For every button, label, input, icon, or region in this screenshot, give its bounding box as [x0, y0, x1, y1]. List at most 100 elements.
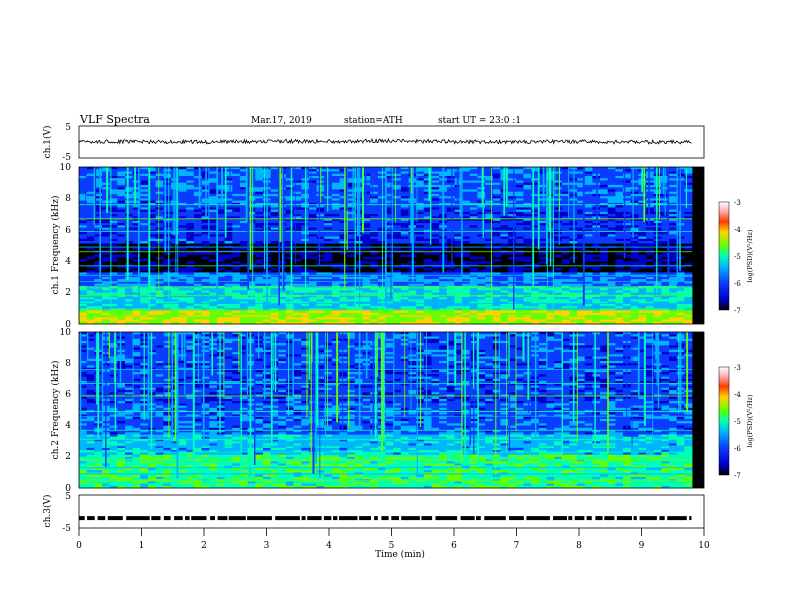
- spectrogram-cell: [362, 189, 371, 192]
- spectrogram-cell: [232, 236, 241, 240]
- spectrogram-cell: [117, 241, 126, 244]
- spectrogram-cell: [615, 198, 624, 201]
- spectrogram-cell: [316, 290, 325, 293]
- spectrogram-cell: [630, 214, 639, 217]
- spectrogram-cell: [630, 241, 639, 244]
- spectrogram-cell: [508, 176, 517, 179]
- spectrogram-cell: [684, 182, 693, 186]
- spectrogram-cell: [102, 288, 111, 291]
- spectrogram-cell: [94, 317, 103, 320]
- spectrogram-cell: [247, 209, 256, 213]
- spectrogram-cell: [684, 306, 693, 309]
- spectrogram-cell: [178, 176, 187, 179]
- spectrogram-cell: [515, 299, 524, 302]
- spectrogram-cell: [469, 211, 478, 215]
- spectrogram-cell: [385, 232, 394, 235]
- spectrogram-cell: [86, 216, 95, 219]
- spectrogram-cell: [485, 218, 494, 222]
- spectrogram-cell: [331, 306, 340, 309]
- spectrogram-cell: [347, 227, 356, 231]
- spectrogram-cell: [109, 193, 118, 197]
- spectrogram-cell: [94, 200, 103, 204]
- spectrogram-cell: [370, 220, 379, 224]
- spectrogram-cell: [109, 225, 118, 228]
- spectrogram-cell: [331, 182, 340, 186]
- spectrogram-cell: [423, 220, 432, 224]
- spectrogram-cell: [684, 285, 693, 289]
- spectrogram-cell: [293, 319, 302, 323]
- spectrogram-cell: [86, 317, 95, 320]
- spectrogram-cell: [339, 205, 348, 208]
- spectrogram-cell: [132, 281, 141, 284]
- spectrogram-cell: [362, 196, 371, 199]
- spectrogram-cell: [393, 241, 402, 244]
- spectrogram-cell: [255, 202, 264, 206]
- spectrogram-cell: [623, 216, 632, 219]
- spectrogram-cell: [592, 303, 601, 307]
- spectrogram-cell: [255, 317, 264, 320]
- spectrogram-cell: [615, 209, 624, 213]
- spectrogram-cell: [239, 290, 248, 293]
- spectrogram-cell: [216, 191, 225, 195]
- spectrogram-cell: [170, 292, 179, 296]
- spectrogram-cell: [324, 256, 333, 260]
- spectrogram-cell: [446, 301, 455, 305]
- spectrogram-cell: [155, 283, 164, 287]
- spectrogram-cell: [508, 182, 517, 186]
- spectrogram-cell: [492, 265, 501, 269]
- spectrogram-cell: [669, 214, 678, 217]
- spectrogram-cell: [446, 288, 455, 291]
- spectrogram-cell: [554, 238, 563, 242]
- spectrogram-cell: [623, 270, 632, 273]
- spectrogram-cell: [469, 184, 478, 188]
- spectrogram-cell: [285, 187, 294, 190]
- spectrogram-cell: [170, 178, 179, 181]
- spectrogram-cell: [255, 227, 264, 231]
- spectrogram-cell: [201, 283, 210, 287]
- spectrogram-cell: [638, 198, 647, 201]
- spectrogram-cell: [362, 223, 371, 226]
- spectrogram-cell: [469, 191, 478, 195]
- spectrogram-cell: [630, 184, 639, 188]
- spectrogram-cell: [193, 299, 202, 302]
- spectrogram-cell: [178, 182, 187, 186]
- spectrogram-cell: [538, 279, 547, 282]
- spectrogram-cell: [125, 319, 134, 323]
- spectrogram-cell: [316, 207, 325, 210]
- spectrogram-cell: [584, 288, 593, 291]
- spectrogram-cell: [209, 301, 218, 305]
- spectrogram-cell: [492, 303, 501, 307]
- spectrogram-cell: [255, 225, 264, 228]
- spectrogram-cell: [385, 182, 394, 186]
- spectrogram-cell: [362, 261, 371, 264]
- spectrogram-cell: [193, 276, 202, 280]
- spectrogram-cell: [561, 214, 570, 217]
- spectrogram-cell: [331, 234, 340, 237]
- spectrogram-cell: [615, 290, 624, 293]
- spectrogram-cell: [178, 319, 187, 323]
- spectrogram-cell: [109, 276, 118, 280]
- spectrogram-cell: [224, 205, 233, 208]
- spectrogram-cell: [423, 211, 432, 215]
- spectrogram-cell: [423, 202, 432, 206]
- spectrogram-cell: [102, 279, 111, 282]
- spectrogram-cell: [584, 176, 593, 179]
- spectrogram-cell: [393, 265, 402, 269]
- spectrogram-cell: [630, 250, 639, 253]
- spectrogram-cell: [431, 232, 440, 235]
- spectrogram-cell: [508, 216, 517, 219]
- spectrogram-cell: [79, 272, 88, 275]
- spectrogram-cell: [102, 303, 111, 307]
- spectrogram-cell: [170, 306, 179, 309]
- spectrogram-cell: [86, 241, 95, 244]
- spectrogram-cell: [316, 312, 325, 316]
- spectrogram-cell: [239, 306, 248, 309]
- spectrogram-cell: [684, 297, 693, 300]
- spectrogram-cell: [324, 263, 333, 266]
- spectrogram-cell: [270, 276, 279, 280]
- spectrogram-cell: [646, 178, 655, 181]
- spectrogram-cell: [523, 211, 532, 215]
- spectrogram-cell: [94, 261, 103, 264]
- spectrogram-cell: [684, 176, 693, 179]
- spectrogram-cell: [431, 241, 440, 244]
